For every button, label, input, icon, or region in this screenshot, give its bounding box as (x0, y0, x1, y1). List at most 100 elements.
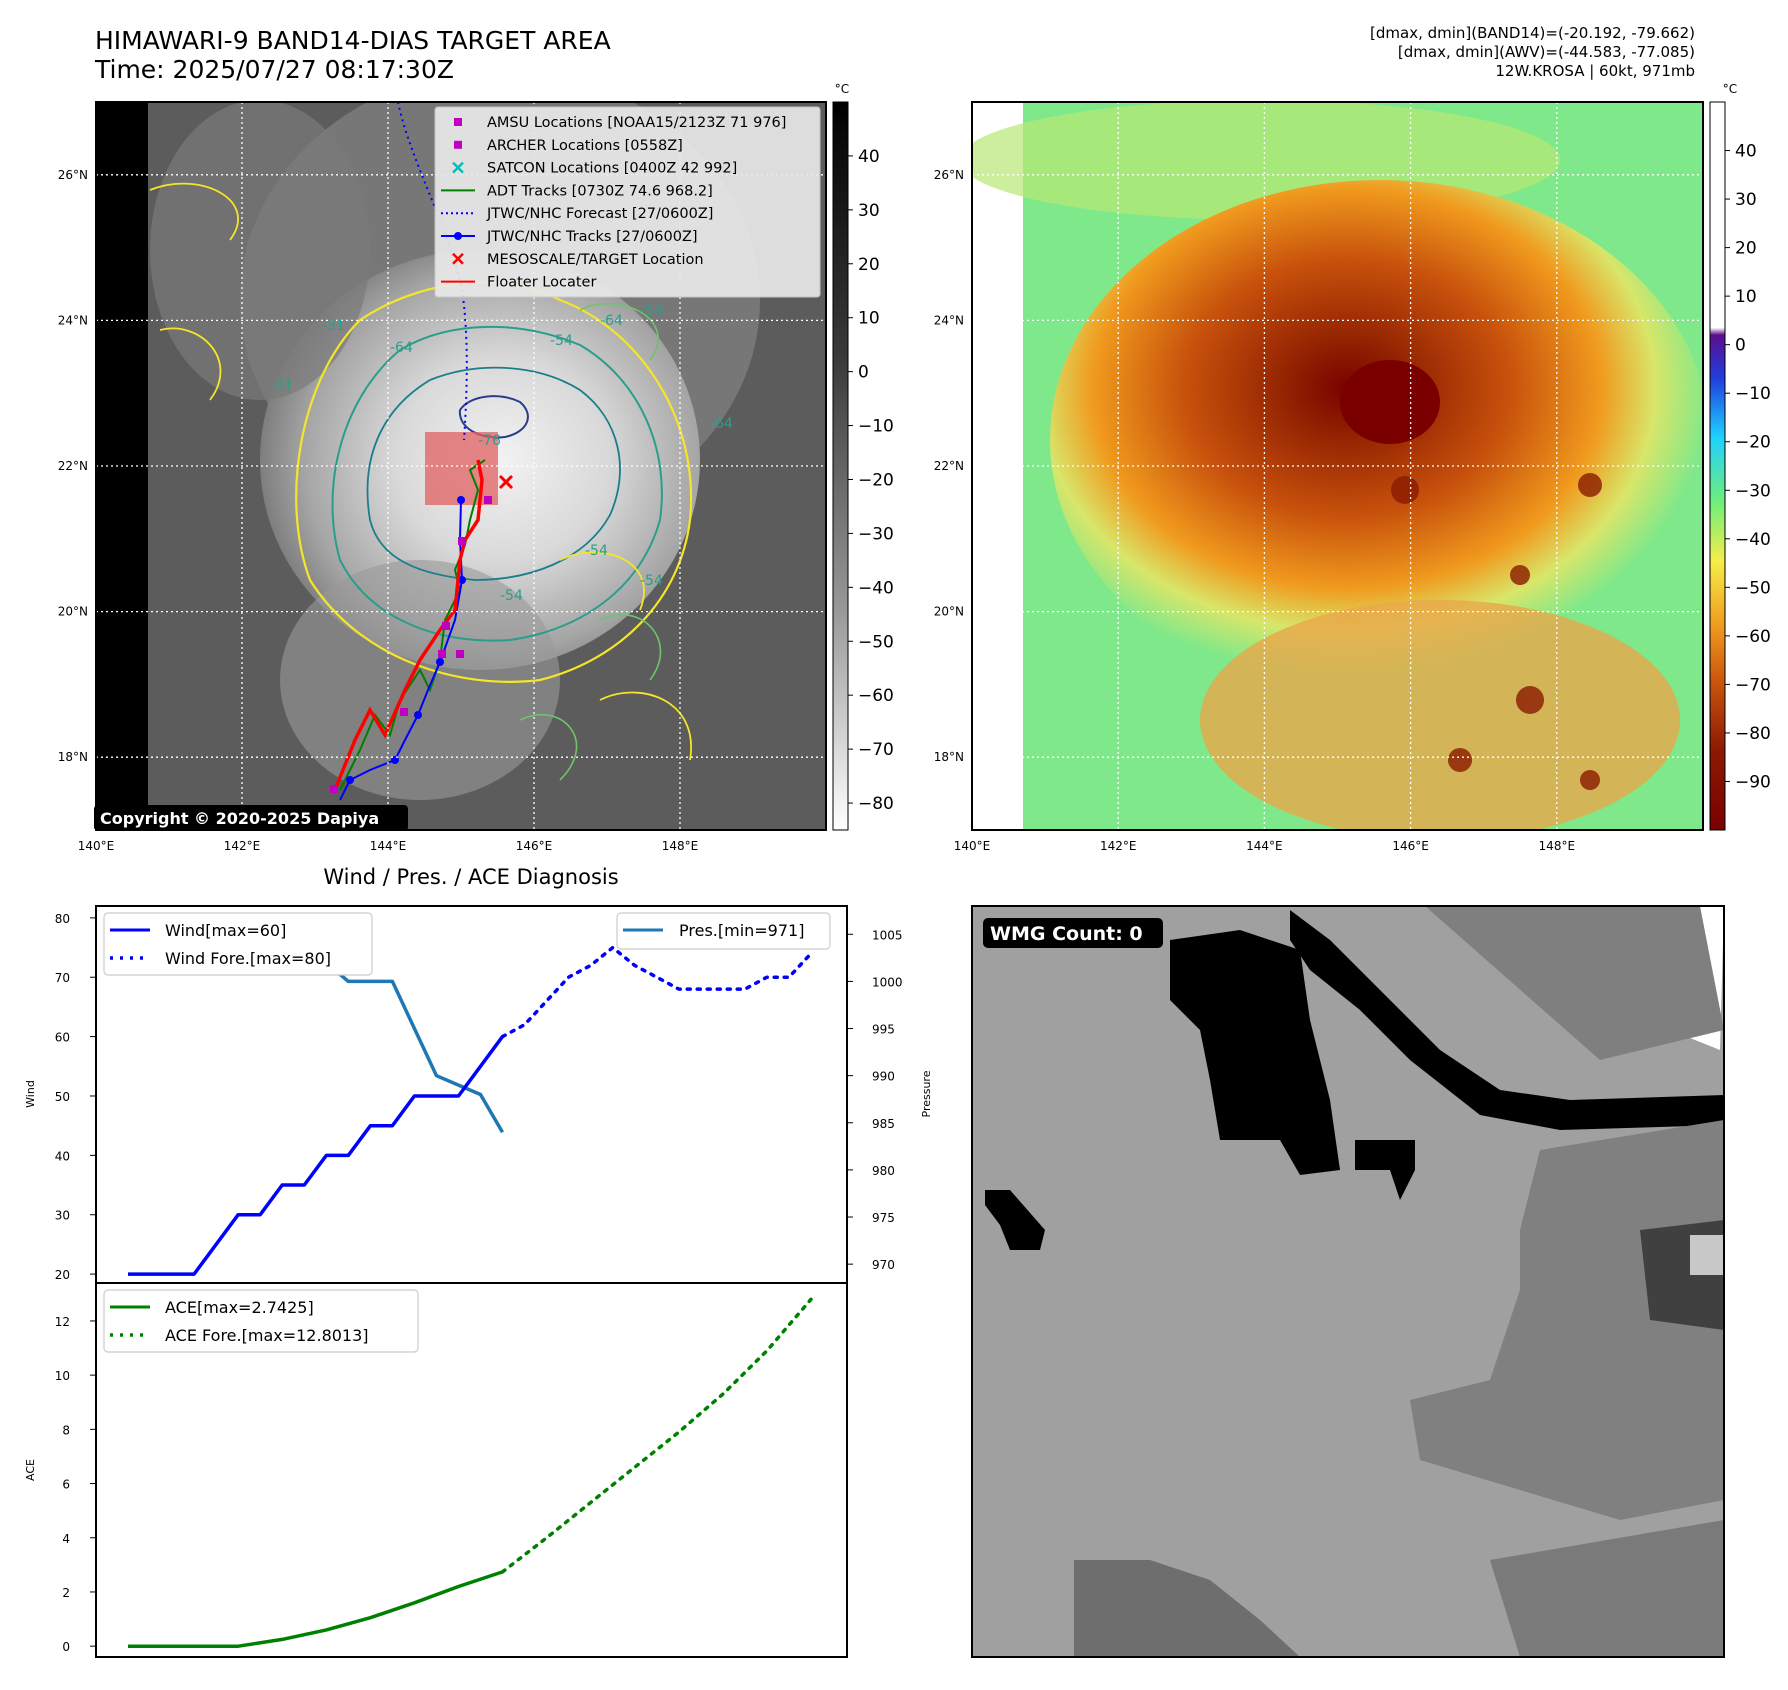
ir-colorbar: °C 40 30 20 10 0 −10 −20 −30 −40 −50 −60 −70 −80 (832, 82, 894, 831)
ace-ytick-label: 2 (62, 1586, 70, 1600)
wind-ytick-label: 70 (55, 971, 70, 985)
pressure-legend: Pres.[min=971] (616, 912, 831, 950)
lon-tick-label: 146°E (1392, 839, 1429, 853)
colorbar-tick-label: −60 (1735, 627, 1771, 647)
mesoscale-target-marker (498, 474, 514, 490)
wmg-count-badge: WMG Count: 0 (983, 918, 1163, 948)
wind-ytick-label: 60 (55, 1031, 70, 1045)
pressure-ytick-label: 980 (872, 1164, 895, 1178)
lon-tick-label: 140°E (78, 839, 115, 853)
colorbar-tick-label: −20 (858, 470, 894, 490)
contour-label: -54 (585, 543, 608, 559)
colorbar-tick-label: 30 (858, 201, 880, 221)
info-line-1: [dmax, dmin](BAND14)=(-20.192, -79.662) (1370, 24, 1695, 42)
title-line-2: Time: 2025/07/27 08:17:30Z (95, 55, 454, 84)
contour-label: -54 (550, 333, 573, 349)
lat-tick-label: 22°N (58, 459, 88, 473)
colorbar-tick-label: 0 (1735, 336, 1746, 356)
lon-tick-label: 144°E (370, 839, 407, 853)
colorbar-tick-label: −40 (1735, 530, 1771, 550)
contour-label: -31 (322, 318, 345, 334)
legend-wind-forecast: Wind Fore.[max=80] (165, 949, 331, 968)
legend-label: ADT Tracks [0730Z 74.6 968.2] (487, 183, 713, 199)
ace-ytick-label: 10 (55, 1369, 70, 1383)
legend-marker-square (454, 118, 462, 126)
awv-colorbar: °C 40 30 20 10 0 −10 −20 −30 −40 −50 −60 −70 −80 −90 (1709, 82, 1771, 831)
legend-ace-forecast: ACE Fore.[max=12.8013] (165, 1326, 369, 1345)
wmg-black-band (1290, 910, 1724, 1130)
info-line-2: [dmax, dmin](AWV)=(-44.583, -77.085) (1397, 43, 1695, 61)
wind-ytick-label: 40 (55, 1149, 70, 1163)
colorbar-tick-label: −50 (858, 632, 894, 652)
ace-ytick-label: 6 (62, 1478, 70, 1492)
diagnosis-title: Wind / Pres. / ACE Diagnosis (323, 865, 618, 889)
lat-tick-label: 20°N (58, 605, 88, 619)
colorbar-tick-label: −30 (1735, 481, 1771, 501)
lon-tick-label: 146°E (516, 839, 553, 853)
ace-ytick-label: 8 (62, 1423, 70, 1437)
contour-54 (331, 325, 663, 642)
legend-pressure: Pres.[min=971] (679, 921, 804, 940)
colorbar-tick-label: −60 (858, 686, 894, 706)
lon-tick-label: 140°E (954, 839, 991, 853)
lon-tick-label: 148°E (1539, 839, 1576, 853)
lon-tick-label: 142°E (1100, 839, 1137, 853)
contour-31 (295, 281, 693, 683)
series-wind-fore-max (500, 945, 813, 1039)
title-line-1: HIMAWARI-9 BAND14-DIAS TARGET AREA (95, 26, 611, 55)
pressure-ytick-label: 995 (872, 1023, 895, 1037)
legend-marker-square (454, 140, 462, 149)
contour-label: -31 (270, 378, 293, 394)
series-wind-max (128, 1035, 504, 1276)
colorbar-tick-label: 0 (858, 363, 869, 383)
lat-tick-label: 24°N (58, 313, 88, 327)
panel-tl-frame (95, 101, 827, 831)
colorbar-tick-label: −10 (1735, 384, 1771, 404)
legend-label: Floater Locater (487, 275, 596, 291)
series-ace-fore-max (500, 1297, 813, 1574)
ace-legend: ACE[max=2.7425] ACE Fore.[max=12.8013] (103, 1289, 419, 1353)
contour-label: -64 (710, 416, 733, 432)
ace-ylabel: ACE (24, 1459, 37, 1481)
contour-label: -64 (600, 313, 623, 329)
copyright-badge: Copyright © 2020-2025 Dapiya (94, 805, 408, 831)
colorbar-tick-label: −70 (858, 740, 894, 760)
wind-ytick-label: 80 (55, 912, 70, 926)
wmg-black-cluster (1170, 930, 1340, 1175)
lat-tick-label: 18°N (58, 750, 88, 764)
panel-tr-frame (971, 101, 1704, 831)
pressure-ytick-label: 985 (872, 1117, 895, 1131)
wind-ylabel: Wind (24, 1080, 37, 1108)
copyright-text: Copyright © 2020-2025 Dapiya (100, 809, 379, 828)
jtwc-track (339, 499, 464, 801)
lon-tick-label: 142°E (224, 839, 261, 853)
contour-label: -54 (640, 303, 663, 319)
info-line-3: 12W.KROSA | 60kt, 971mb (1495, 62, 1695, 80)
adt-track (339, 459, 486, 791)
floater-track (333, 459, 484, 791)
pressure-ytick-label: 975 (872, 1211, 895, 1225)
colorbar-tick-label: −10 (858, 417, 894, 437)
contour-label: -76 (478, 433, 501, 449)
satellite-ir-panel: -31-31-64-64-54-64-76-54-54-54-54-31 26°… (58, 82, 894, 853)
colorbar-tick-label: −80 (1735, 724, 1771, 744)
lat-tick-label: 20°N (934, 605, 964, 619)
contour-64 (366, 366, 621, 581)
colorbar-tick-label: 20 (858, 255, 880, 275)
contour-76 (458, 395, 529, 439)
colorbar-tick-label: −30 (858, 524, 894, 544)
pressure-ytick-label: 1005 (872, 928, 903, 942)
lat-tick-label: 24°N (934, 313, 964, 327)
ace-ytick-label: 4 (62, 1532, 70, 1546)
contour-label: -64 (390, 340, 413, 356)
legend-ace: ACE[max=2.7425] (165, 1298, 314, 1317)
colorbar-tick-label: 10 (858, 309, 880, 329)
wind-ytick-label: 30 (55, 1209, 70, 1223)
lat-tick-label: 26°N (934, 168, 964, 182)
lat-tick-label: 26°N (58, 168, 88, 182)
contour-label: -54 (500, 588, 523, 604)
diagnosis-charts: Wind / Pres. / ACE Diagnosis Wind Pressu… (24, 865, 933, 1658)
target-area-box (425, 432, 498, 505)
contour-label: -54 (640, 573, 663, 589)
